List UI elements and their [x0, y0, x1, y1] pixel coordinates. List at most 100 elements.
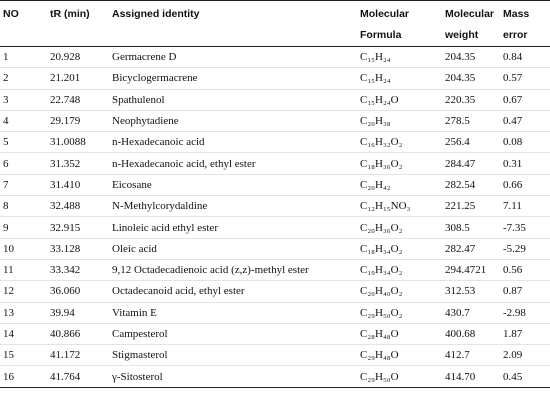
- cell-mass-error: -7.35: [500, 216, 550, 239]
- cell-weight: 282.54: [442, 174, 500, 197]
- cell-formula: C₁₅H₂₄O: [357, 89, 442, 111]
- cell-retention-time: 32.915: [47, 216, 109, 239]
- cell-identity: Oleic acid: [109, 238, 357, 260]
- cell-retention-time: 31.352: [47, 152, 109, 175]
- cell-formula: C₁₅H₂₄: [357, 46, 442, 69]
- cell-retention-time: 41.172: [47, 344, 109, 367]
- cell-identity: Stigmasterol: [109, 344, 357, 367]
- table-row: 13 39.94 Vitamin E C₂₉H₅₀O₂ 430.7 -2.98: [0, 302, 550, 324]
- cell-retention-time: 39.94: [47, 302, 109, 324]
- table-row: 16 41.764 γ-Sitosterol C₂₉H₅₀O 414.70 0.…: [0, 365, 550, 388]
- cell-identity: Bicyclogermacrene: [109, 67, 357, 90]
- cell-mass-error: 0.57: [500, 67, 550, 90]
- cell-weight: 221.25: [442, 195, 500, 218]
- cell-mass-error: 0.47: [500, 110, 550, 133]
- cell-formula: C₂₀H₄₀O₂: [357, 280, 442, 303]
- cell-retention-time: 31.410: [47, 174, 109, 197]
- cell-no: 4: [0, 110, 47, 133]
- cell-weight: 308.5: [442, 216, 500, 239]
- cell-no: 9: [0, 216, 47, 239]
- cell-no: 14: [0, 323, 47, 346]
- cell-identity: Neophytadiene: [109, 110, 357, 133]
- cell-no: 5: [0, 131, 47, 154]
- cell-formula: C₂₀H₃₆O₂: [357, 216, 442, 239]
- cell-weight: 294.4721: [442, 259, 500, 282]
- cell-no: 2: [0, 67, 47, 90]
- cell-retention-time: 32.488: [47, 195, 109, 218]
- cell-no: 12: [0, 280, 47, 303]
- cell-formula: C₂₈H₄₈O: [357, 323, 442, 346]
- cell-weight: 204.35: [442, 67, 500, 90]
- cell-formula: C₁₆H₃₂O₂: [357, 131, 442, 154]
- cell-mass-error: 0.56: [500, 259, 550, 282]
- cell-identity: Germacrene D: [109, 46, 357, 69]
- table-row: 5 31.0088 n-Hexadecanoic acid C₁₆H₃₂O₂ 2…: [0, 131, 550, 154]
- compound-table: NO tR (min) Assigned identity Molecular …: [0, 0, 550, 388]
- table-row: 1 20.928 Germacrene D C₁₅H₂₄ 204.35 0.84: [0, 46, 550, 69]
- cell-formula: C₂₀H₃₈: [357, 110, 442, 133]
- cell-mass-error: 0.08: [500, 131, 550, 154]
- cell-formula: C₂₉H₅₀O: [357, 365, 442, 388]
- cell-mass-error: 0.45: [500, 365, 550, 388]
- cell-retention-time: 36.060: [47, 280, 109, 303]
- cell-mass-error: 0.67: [500, 89, 550, 111]
- cell-no: 7: [0, 174, 47, 197]
- cell-weight: 430.7: [442, 302, 500, 324]
- cell-identity: N-Methylcorydaldine: [109, 195, 357, 218]
- cell-mass-error: 1.87: [500, 323, 550, 346]
- cell-mass-error: -5.29: [500, 238, 550, 260]
- cell-identity: n-Hexadecanoic acid: [109, 131, 357, 154]
- cell-retention-time: 22.748: [47, 89, 109, 111]
- cell-weight: 204.35: [442, 46, 500, 69]
- cell-weight: 412.7: [442, 344, 500, 367]
- cell-retention-time: 33.128: [47, 238, 109, 260]
- cell-retention-time: 21.201: [47, 67, 109, 90]
- cell-mass-error: 0.31: [500, 152, 550, 175]
- compound-table-container: NO tR (min) Assigned identity Molecular …: [0, 0, 550, 388]
- cell-no: 16: [0, 365, 47, 388]
- cell-identity: Spathulenol: [109, 89, 357, 111]
- table-row: 12 36.060 Octadecanoid acid, ethyl ester…: [0, 280, 550, 303]
- cell-retention-time: 31.0088: [47, 131, 109, 154]
- cell-identity: Campesterol: [109, 323, 357, 346]
- cell-identity: Eicosane: [109, 174, 357, 197]
- cell-formula: C₂₀H₄₂: [357, 174, 442, 197]
- cell-no: 1: [0, 46, 47, 69]
- table-row: 7 31.410 Eicosane C₂₀H₄₂ 282.54 0.66: [0, 174, 550, 197]
- cell-no: 13: [0, 302, 47, 324]
- cell-no: 11: [0, 259, 47, 282]
- header-molecular-formula: Molecular Formula: [357, 0, 442, 47]
- cell-retention-time: 41.764: [47, 365, 109, 388]
- cell-mass-error: -2.98: [500, 302, 550, 324]
- cell-retention-time: 29.179: [47, 110, 109, 133]
- cell-weight: 220.35: [442, 89, 500, 111]
- table-row: 4 29.179 Neophytadiene C₂₀H₃₈ 278.5 0.47: [0, 110, 550, 133]
- table-header-row: NO tR (min) Assigned identity Molecular …: [0, 0, 550, 47]
- cell-retention-time: 33.342: [47, 259, 109, 282]
- cell-no: 15: [0, 344, 47, 367]
- cell-identity: γ-Sitosterol: [109, 365, 357, 388]
- cell-retention-time: 40.866: [47, 323, 109, 346]
- table-row: 11 33.342 9,12 Octadecadienoic acid (z,z…: [0, 259, 550, 282]
- header-assigned-identity: Assigned identity: [109, 0, 357, 47]
- cell-weight: 414.70: [442, 365, 500, 388]
- cell-identity: 9,12 Octadecadienoic acid (z,z)-methyl e…: [109, 259, 357, 282]
- cell-mass-error: 0.84: [500, 46, 550, 69]
- cell-mass-error: 7.11: [500, 195, 550, 218]
- header-retention-time: tR (min): [47, 0, 109, 47]
- cell-weight: 312.53: [442, 280, 500, 303]
- cell-retention-time: 20.928: [47, 46, 109, 69]
- table-row: 3 22.748 Spathulenol C₁₅H₂₄O 220.35 0.67: [0, 89, 550, 111]
- header-mass-error: Mass error: [500, 0, 550, 47]
- header-molecular-weight: Molecular weight: [442, 0, 500, 47]
- cell-identity: Vitamin E: [109, 302, 357, 324]
- table-row: 6 31.352 n-Hexadecanoic acid, ethyl este…: [0, 152, 550, 175]
- cell-no: 3: [0, 89, 47, 111]
- cell-identity: n-Hexadecanoic acid, ethyl ester: [109, 152, 357, 175]
- cell-no: 10: [0, 238, 47, 260]
- cell-identity: Octadecanoid acid, ethyl ester: [109, 280, 357, 303]
- table-row: 14 40.866 Campesterol C₂₈H₄₈O 400.68 1.8…: [0, 323, 550, 346]
- cell-formula: C₁₉H₃₄O₂: [357, 259, 442, 282]
- table-row: 9 32.915 Linoleic acid ethyl ester C₂₀H₃…: [0, 216, 550, 239]
- cell-formula: C₁₈H₃₆O₂: [357, 152, 442, 175]
